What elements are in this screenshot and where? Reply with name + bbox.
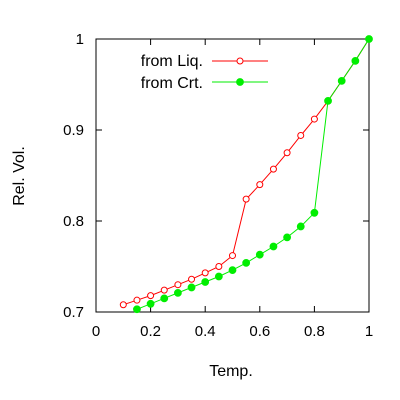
data-point	[351, 56, 360, 65]
data-point	[255, 250, 264, 259]
data-point	[283, 233, 292, 242]
x-tick-label: 0.2	[140, 323, 161, 340]
plot-area	[95, 38, 370, 313]
data-point	[187, 283, 196, 292]
y-tick-label: 0.7	[63, 304, 84, 321]
data-point	[133, 305, 141, 314]
series-from-crt	[133, 35, 373, 314]
data-point	[242, 258, 251, 267]
x-tick-label: 0.8	[304, 323, 325, 340]
y-tick-label: 0.9	[63, 122, 84, 139]
legend-marker	[236, 57, 244, 65]
ticks: 0 0.2 0.4 0.6 0.8 1 0.7 0.8 0.9 1	[63, 31, 373, 340]
data-point	[296, 222, 305, 231]
y-tick-label: 1	[76, 31, 84, 48]
data-point	[133, 296, 141, 304]
data-point	[256, 181, 264, 189]
data-point	[201, 278, 210, 286]
data-point	[229, 252, 236, 260]
data-point	[324, 96, 332, 105]
data-point	[310, 115, 318, 123]
data-point	[174, 281, 182, 289]
x-tick-label: 0.6	[249, 323, 270, 340]
data-point	[160, 294, 169, 303]
legend-marker	[236, 78, 244, 86]
legend: from Liq. from Crt.	[141, 53, 268, 92]
data-point	[119, 301, 127, 309]
x-axis-label: Temp.	[209, 363, 253, 380]
data-point	[310, 208, 319, 217]
plot-frame	[95, 38, 370, 313]
data-point	[201, 269, 209, 277]
data-point	[160, 286, 168, 294]
data-point	[269, 165, 277, 173]
data-point	[146, 299, 155, 308]
data-point	[147, 292, 155, 300]
data-point	[174, 288, 182, 297]
data-point	[365, 35, 373, 43]
data-point	[214, 272, 223, 281]
data-point	[188, 275, 196, 283]
y-axis-label: Rel. Vol.	[11, 146, 28, 206]
data-point	[297, 131, 305, 139]
x-tick-label: 0	[92, 323, 100, 340]
data-point	[337, 76, 346, 85]
legend-label-liq: from Liq.	[141, 53, 203, 70]
x-tick-label: 1	[365, 323, 373, 340]
data-point	[215, 263, 223, 270]
data-point	[269, 242, 278, 251]
x-tick-label: 0.4	[195, 323, 216, 340]
legend-label-crt: from Crt.	[141, 75, 203, 92]
data-point	[242, 195, 250, 203]
y-tick-label: 0.8	[63, 213, 84, 230]
series-layer	[119, 35, 373, 314]
data-point	[228, 266, 237, 275]
data-point	[283, 149, 291, 157]
